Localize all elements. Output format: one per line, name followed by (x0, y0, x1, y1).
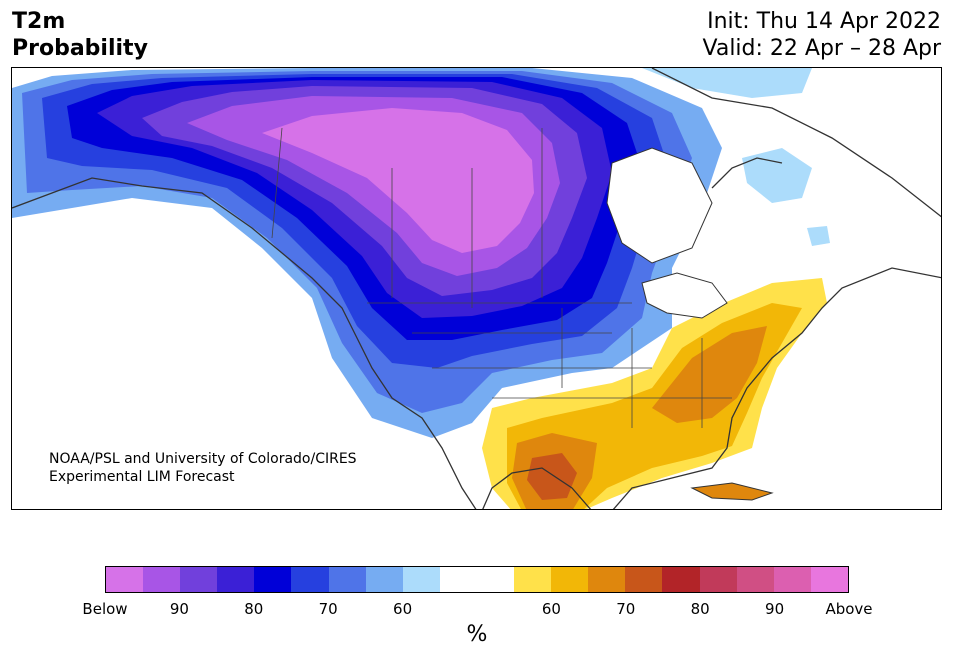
colorbar-swatch (476, 567, 515, 592)
colorbar-swatch (810, 567, 848, 592)
borders (271, 127, 732, 428)
region-above-65 (527, 453, 577, 500)
map-title: T2m Probability (12, 8, 148, 62)
probability-map (11, 67, 942, 510)
hudson-bay (606, 147, 713, 264)
colorbar-swatch (625, 567, 663, 592)
colorbar-swatch (291, 567, 329, 592)
title-line-2: Probability (12, 36, 148, 61)
region-below-90 (262, 108, 534, 253)
great-lakes (641, 272, 728, 319)
colorbar-swatch (254, 567, 292, 592)
colorbar-swatch (736, 567, 774, 592)
colorbar-swatch (588, 567, 626, 592)
credit-line-1: NOAA/PSL and University of Colorado/CIRE… (49, 451, 357, 467)
map-canvas (12, 68, 941, 509)
title-line-1: T2m (12, 9, 66, 34)
region-below-50-lab (807, 226, 830, 246)
coastlines (12, 68, 941, 509)
cuba (690, 482, 774, 501)
colorbar-tick-label: 70 (616, 600, 636, 618)
colorbar-tick-label: Below (82, 600, 128, 618)
colorbar-tick-label: 90 (169, 600, 189, 618)
map-credit: NOAA/PSL and University of Colorado/CIRE… (49, 450, 357, 486)
colorbar-swatch (217, 567, 255, 592)
colorbar (105, 566, 849, 593)
colorbar-tick-label: 80 (690, 600, 710, 618)
colorbar-tick-label: 60 (393, 600, 413, 618)
forecast-dates: Init: Thu 14 Apr 2022 Valid: 22 Apr – 28… (703, 8, 942, 62)
colorbar-swatch (365, 567, 403, 592)
region-below-50-east (742, 148, 812, 203)
colorbar-tick-label: 90 (765, 600, 785, 618)
valid-range: Valid: 22 Apr – 28 Apr (702, 36, 942, 61)
colorbar-swatch (551, 567, 589, 592)
credit-line-2: Experimental LIM Forecast (49, 469, 235, 485)
colorbar-tick-label: 60 (541, 600, 561, 618)
colorbar-swatch (773, 567, 811, 592)
colorbar-swatch (106, 567, 144, 592)
colorbar-swatch (662, 567, 700, 592)
colorbar-tick-label: Above (825, 600, 873, 618)
colorbar-swatch (180, 567, 218, 592)
init-date: Init: Thu 14 Apr 2022 (707, 9, 941, 34)
colorbar-swatch (402, 567, 440, 592)
region-above-60 (512, 326, 767, 509)
colorbar-swatch (514, 567, 552, 592)
colorbar-swatch (439, 567, 477, 592)
colorbar-tick-label: 70 (318, 600, 338, 618)
colorbar-swatch (699, 567, 737, 592)
region-below-50-north (642, 68, 812, 98)
colorbar-tick-label: 80 (244, 600, 264, 618)
colorbar-swatch (328, 567, 366, 592)
colorbar-swatch (143, 567, 181, 592)
colorbar-unit: % (466, 622, 488, 647)
